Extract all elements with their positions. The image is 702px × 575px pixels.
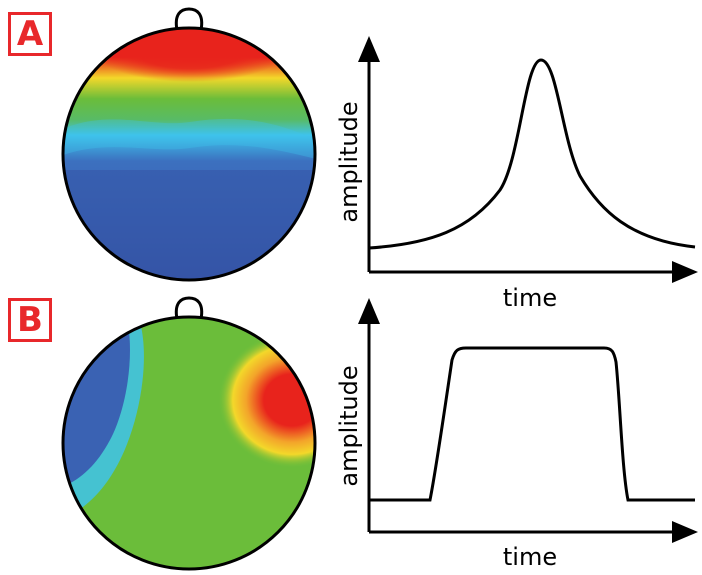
panel-b-plot: amplitude time: [335, 298, 698, 571]
panel-a-head-outline: [61, 26, 317, 282]
panel-b-ylabel: amplitude: [335, 365, 363, 486]
panel-b-waveform: [369, 346, 695, 502]
panel-a-xlabel: time: [503, 284, 557, 312]
panel-a-nose: [174, 7, 204, 31]
panel-a-x-arrowhead: [672, 261, 698, 283]
panel-a-plot: amplitude time: [335, 36, 698, 312]
panel-a-scalp-map: [61, 7, 317, 282]
panel-a-label: A: [8, 12, 52, 56]
panel-a-y-arrowhead: [358, 36, 380, 62]
panel-b-xlabel: time: [503, 543, 557, 571]
panel-b-nose: [174, 296, 204, 320]
panel-b-scalp-map: [61, 296, 317, 571]
panel-b-x-arrowhead: [672, 521, 698, 543]
panel-b-y-arrowhead: [358, 298, 380, 324]
panel-a-ylabel: amplitude: [335, 101, 363, 222]
panel-a-waveform: [368, 58, 696, 250]
panel-b-label: B: [8, 298, 52, 342]
panel-b-head-outline: [61, 315, 317, 571]
